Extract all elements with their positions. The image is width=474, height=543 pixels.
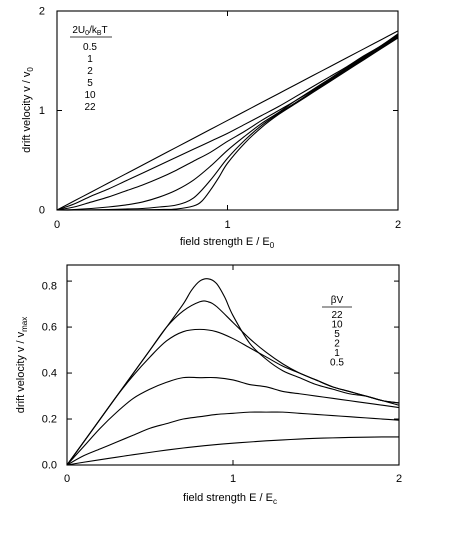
top-y-tick-label: 1: [39, 105, 45, 117]
bottom-chart: 0.0 0.2 0.4 0.6 0.8 0 1 2 field strength…: [15, 264, 402, 506]
top-x-axis-label: field strength E / E: [180, 236, 270, 248]
top-series-line-1: [56, 33, 399, 211]
bottom-legend-entry: 1: [334, 348, 340, 359]
top-y-axis-title: drift velocity v / v0: [21, 67, 35, 153]
bottom-legend: βV 22 10 5 2 1 0.5: [322, 295, 352, 369]
bottom-series-line-1: [66, 411, 400, 466]
top-y-axis-label: drift velocity v / v: [21, 71, 33, 153]
top-x-tick-label: 1: [224, 219, 230, 231]
bottom-x-axis-title: field strength E / Ec: [183, 492, 277, 506]
top-legend-title-sub: B: [97, 30, 102, 37]
bottom-series-line-10: [66, 300, 400, 466]
bottom-x-tick-label: 0: [64, 473, 70, 485]
bottom-series-line-0_5: [66, 436, 400, 466]
top-x-axis-subscript: 0: [270, 241, 275, 250]
bottom-legend-entry: 22: [331, 310, 343, 321]
bottom-legend-entry: 10: [331, 320, 343, 331]
top-legend-entry: 0.5: [83, 42, 97, 53]
bottom-y-tick-label: 0.6: [42, 322, 57, 334]
top-x-axis-title: field strength E / E0: [180, 236, 275, 250]
top-legend-title-sub: 0: [85, 30, 89, 37]
bottom-y-tick-label: 0.0: [42, 460, 57, 472]
top-legend-entry: 5: [87, 78, 93, 89]
top-chart: 2 1 0 0 1 2 field strength E / E0 drift …: [21, 6, 401, 251]
bottom-x-tick-label: 2: [396, 473, 402, 485]
bottom-y-tick-labels: 0.0 0.2 0.4 0.6 0.8: [42, 281, 57, 472]
bottom-legend-entry: 0.5: [330, 358, 344, 369]
bottom-y-axis-subscript: max: [20, 317, 29, 332]
top-y-tick-labels: 2 1 0: [39, 6, 45, 217]
bottom-curves: [66, 278, 400, 466]
top-legend-entry: 1: [87, 54, 93, 65]
top-x-tick-label: 2: [395, 219, 401, 231]
bottom-x-axis-label: field strength E / E: [183, 492, 273, 504]
top-legend-title: 2U0/kBT: [72, 25, 107, 37]
bottom-series-line-5: [66, 328, 400, 466]
top-legend-entry: 10: [84, 90, 96, 101]
bottom-plot-frame: [66, 264, 400, 466]
top-series-line-5: [56, 35, 399, 211]
bottom-y-tick-label: 0.4: [42, 368, 57, 380]
top-series-line-22: [56, 37, 399, 211]
bottom-series-line-2: [66, 376, 400, 466]
top-legend-entry: 22: [84, 102, 96, 113]
top-legend-entry: 2: [87, 66, 93, 77]
top-legend-title-part: 2U: [72, 25, 85, 36]
top-x-tick-label: 0: [54, 219, 60, 231]
bottom-legend-entry: 5: [334, 329, 340, 340]
bottom-legend-entry: 2: [334, 339, 340, 350]
top-curves: [56, 30, 399, 211]
bottom-y-tick-label: 0.2: [42, 414, 57, 426]
bottom-legend-title: βV: [331, 295, 344, 306]
bottom-ticks: [66, 265, 400, 466]
top-series-line-2: [56, 34, 399, 211]
top-ticks: [56, 10, 399, 211]
top-legend-title-part: T: [102, 25, 108, 36]
top-y-tick-label: 2: [39, 6, 45, 18]
bottom-y-tick-label: 0.8: [42, 281, 57, 293]
bottom-y-axis-title: drift velocity v / vmax: [15, 317, 29, 413]
top-series-line-10: [56, 36, 399, 211]
top-y-tick-label: 0: [39, 205, 45, 217]
top-legend: 2U0/kBT 0.5 1 2 5 10 22: [70, 25, 112, 113]
bottom-x-axis-subscript: c: [273, 497, 277, 506]
bottom-y-axis-label: drift velocity v / v: [15, 331, 27, 413]
top-series-line-0_5: [56, 30, 399, 211]
top-plot-frame: [56, 10, 399, 211]
top-x-tick-labels: 0 1 2: [54, 219, 401, 231]
top-y-axis-subscript: 0: [26, 67, 35, 72]
bottom-x-tick-label: 1: [230, 473, 236, 485]
bottom-x-tick-labels: 0 1 2: [64, 473, 402, 485]
top-legend-title-part: /k: [89, 25, 98, 36]
